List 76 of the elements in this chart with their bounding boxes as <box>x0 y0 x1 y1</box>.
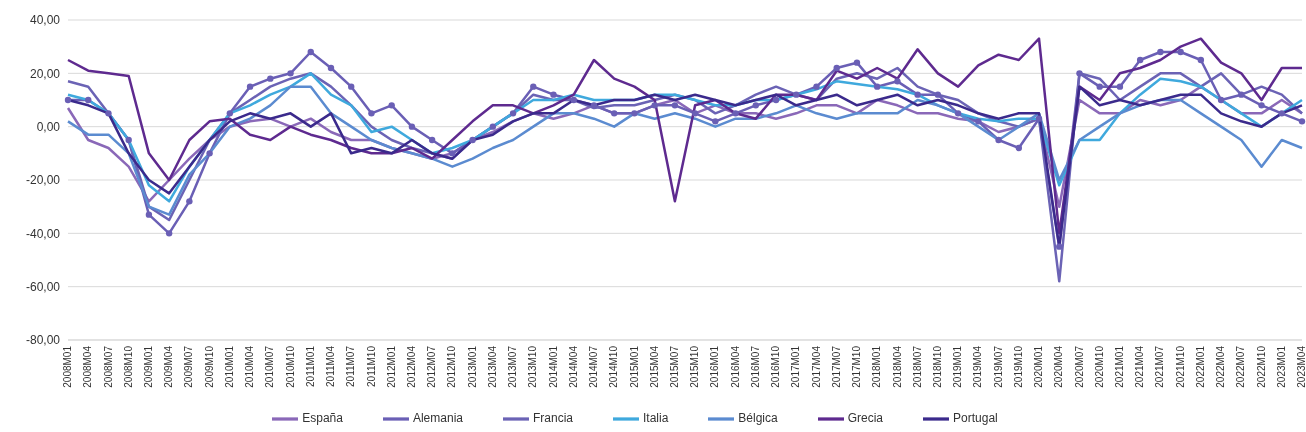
y-tick-label: 20,00 <box>29 66 61 81</box>
x-tick-label: 2021M07 <box>1154 345 1166 388</box>
x-tick-label: 2019M04 <box>972 345 984 388</box>
x-tick-label: 2019M10 <box>1012 345 1024 388</box>
x-tick-label: 2011M07 <box>345 345 357 387</box>
x-tick-label: 2013M04 <box>486 345 498 388</box>
x-tick-label: 2023M04 <box>1296 345 1306 388</box>
x-tick-label: 2016M01 <box>709 345 721 388</box>
y-tick-label: -60,00 <box>25 279 61 294</box>
x-tick-label: 2015M07 <box>668 345 680 388</box>
x-tick-label: 2018M04 <box>891 345 903 388</box>
x-tick-label: 2017M10 <box>851 345 863 388</box>
x-tick-label: 2020M10 <box>1093 345 1105 388</box>
x-tick-label: 2021M01 <box>1114 345 1126 388</box>
x-tick-label: 2012M10 <box>446 345 458 388</box>
x-tick-label: 2014M07 <box>588 345 600 388</box>
x-tick-label: 2012M07 <box>426 345 438 388</box>
x-tick-label: 2018M07 <box>911 345 923 388</box>
x-tick-label: 2008M01 <box>62 345 74 388</box>
legend-label: España <box>302 411 343 426</box>
x-tick-label: 2009M10 <box>203 345 215 388</box>
x-tick-label: 2021M04 <box>1134 345 1146 388</box>
x-tick-label: 2010M07 <box>264 345 276 388</box>
legend-label: Italia <box>642 411 669 426</box>
x-tick-label: 2019M07 <box>992 345 1004 388</box>
x-tick-label: 2010M01 <box>223 345 235 388</box>
x-tick-label: 2021M10 <box>1174 345 1186 388</box>
x-tick-label: 2016M10 <box>770 345 782 388</box>
x-tick-label: 2014M04 <box>567 345 579 388</box>
x-tick-label: 2015M01 <box>628 345 640 388</box>
y-tick-label: -20,00 <box>25 173 61 188</box>
x-tick-label: 2009M04 <box>163 345 175 388</box>
x-tick-label: 2018M10 <box>931 345 943 388</box>
x-tick-label: 2008M07 <box>102 345 114 388</box>
x-tick-label: 2011M10 <box>365 345 377 387</box>
x-tick-label: 2013M01 <box>466 345 478 388</box>
y-tick-label: -40,00 <box>25 226 61 241</box>
x-tick-label: 2014M10 <box>608 345 620 388</box>
x-tick-label: 2011M01 <box>304 345 316 387</box>
x-tick-label: 2012M04 <box>406 345 417 388</box>
x-tick-label: 2010M10 <box>284 345 296 388</box>
legend-label: Alemania <box>412 411 463 426</box>
x-tick-label: 2013M10 <box>527 345 539 388</box>
x-tick-label: 2017M01 <box>790 345 802 388</box>
x-tick-label: 2018M01 <box>871 345 883 388</box>
x-tick-label: 2019M01 <box>952 345 964 388</box>
legend-label: Francia <box>532 411 573 426</box>
x-tick-label: 2022M10 <box>1255 345 1267 388</box>
x-tick-label: 2017M04 <box>810 345 822 388</box>
x-tick-label: 2017M07 <box>830 345 842 388</box>
x-tick-label: 2016M07 <box>749 345 761 388</box>
x-tick-label: 2013M07 <box>507 345 519 388</box>
x-tick-label: 2020M07 <box>1073 345 1085 388</box>
x-tick-label: 2008M10 <box>122 345 134 388</box>
x-tick-label: 2012M01 <box>385 345 397 388</box>
x-tick-label: 2009M07 <box>183 345 195 388</box>
x-tick-label: 2008M04 <box>82 345 94 388</box>
y-tick-label: 0,00 <box>36 119 61 134</box>
x-tick-label: 2015M04 <box>648 345 660 388</box>
x-tick-label: 2022M07 <box>1235 345 1247 388</box>
x-tick-label: 2016M04 <box>729 345 741 388</box>
x-tick-label: 2011M04 <box>325 345 337 387</box>
x-tick-label: 2015M10 <box>689 345 701 388</box>
x-tick-label: 2023M01 <box>1275 345 1287 388</box>
y-tick-label: -80,00 <box>25 333 61 348</box>
x-tick-label: 2022M01 <box>1194 345 1206 388</box>
x-tick-label: 2020M04 <box>1053 345 1065 388</box>
x-tick-label: 2010M04 <box>244 345 256 388</box>
x-tick-label: 2020M01 <box>1033 345 1045 388</box>
x-tick-label: 2022M04 <box>1215 345 1227 388</box>
legend-label: Bélgica <box>738 411 778 426</box>
legend-label: Grecia <box>847 411 884 426</box>
x-tick-label: 2014M01 <box>547 345 559 388</box>
y-tick-label: 40,00 <box>29 13 61 28</box>
x-tick-label: 2009M01 <box>143 345 155 388</box>
legend-label: Portugal <box>953 411 998 426</box>
